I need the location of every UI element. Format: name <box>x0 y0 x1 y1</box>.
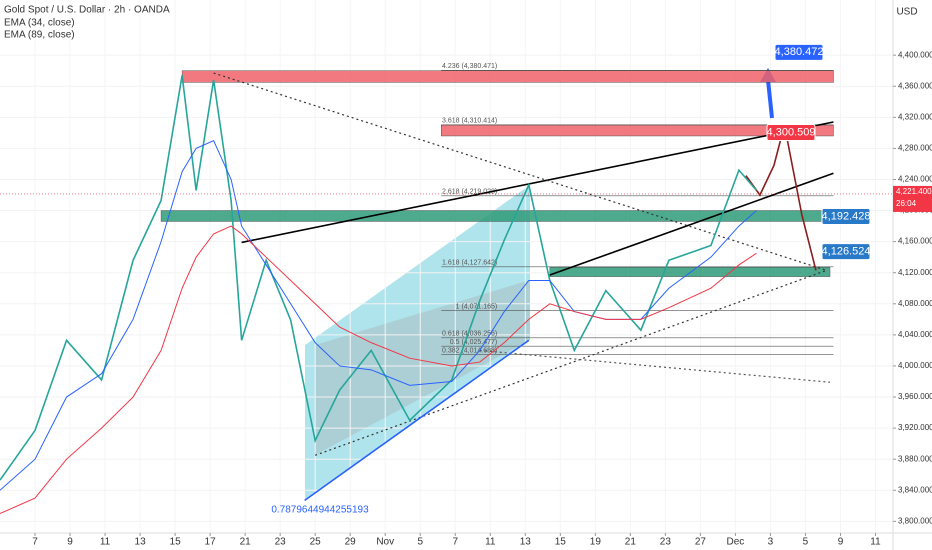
y-tick-label: 4,400.000 <box>898 50 932 59</box>
x-tick-label: 13 <box>520 537 532 548</box>
trendline <box>479 349 831 383</box>
x-tick-label: Nov <box>376 537 394 548</box>
target-box: 4,192.428 <box>821 207 871 225</box>
y-tick-label: 4,080.000 <box>898 299 932 308</box>
price-line <box>0 75 758 481</box>
y-tick-label: 3,880.000 <box>898 454 932 463</box>
fib-label: 4.236 (4,380.471) <box>442 63 497 70</box>
x-tick-label: 27 <box>695 537 707 548</box>
x-tick-label: 21 <box>625 537 637 548</box>
trendline <box>241 121 834 244</box>
zone <box>160 210 831 222</box>
y-tick-label: 4,240.000 <box>898 175 932 184</box>
target-label: 4,126.524 <box>822 246 871 258</box>
fib-label: 0.382 (4,014.688) <box>442 347 497 354</box>
channel-fill <box>305 185 530 500</box>
target-arrow <box>766 79 774 119</box>
y-tick-label: 3,920.000 <box>898 423 932 432</box>
x-tick-label: 25 <box>310 537 322 548</box>
fib-label: 2.618 (4,219.028) <box>442 189 497 196</box>
y-tick-label: 4,160.000 <box>898 237 932 246</box>
zone <box>440 124 834 137</box>
countdown: 26:04 <box>896 199 917 208</box>
target-box: 4,300.509 <box>766 123 816 141</box>
target-label: 4,192.428 <box>822 210 871 222</box>
y-tick-label: 3,800.000 <box>898 516 932 525</box>
currency-label: USD <box>896 7 917 18</box>
y-tick-label: 4,280.000 <box>898 144 932 153</box>
x-tick-label: 19 <box>590 537 602 548</box>
x-tick-label: 3 <box>768 537 774 548</box>
ratio-label: 0.7879644944255193 <box>271 505 369 516</box>
fib-label: 0.618 (4,036.256) <box>442 331 497 338</box>
triangle-fill <box>315 280 530 455</box>
ema-line <box>0 225 757 515</box>
x-tick-label: 7 <box>32 537 38 548</box>
y-tick-label: 3,840.000 <box>898 485 932 494</box>
fib-label: 3.618 (4,310.414) <box>442 118 497 125</box>
target-box-bg <box>766 123 816 141</box>
x-tick-label: 11 <box>100 537 111 548</box>
target-box: 4,126.524 <box>821 243 871 261</box>
legend-entry: EMA (89, close) <box>4 30 75 41</box>
fib-label: 1 (4,071.165) <box>456 304 498 311</box>
x-tick-label: 17 <box>205 537 217 548</box>
chart-title: Gold Spot / U.S. Dollar · 2h · OANDA <box>4 5 170 16</box>
target-box-bg <box>821 243 871 261</box>
x-tick-label: 5 <box>803 537 809 548</box>
trendline <box>314 269 827 456</box>
fib-label: 1.618 (4,127.642) <box>442 260 497 267</box>
x-tick-label: 11 <box>870 537 881 548</box>
legend-entry: EMA (34, close) <box>4 18 75 29</box>
target-box-bg <box>821 207 871 225</box>
x-tick-label: 9 <box>67 537 73 548</box>
x-tick-label: 23 <box>275 537 287 548</box>
x-tick-label: 7 <box>452 537 458 548</box>
y-tick-label: 4,040.000 <box>898 330 932 339</box>
x-tick-label: 15 <box>170 537 182 548</box>
y-tick-label: 3,960.000 <box>898 392 932 401</box>
y-tick-label: 4,360.000 <box>898 81 932 90</box>
x-tick-label: 15 <box>555 537 567 548</box>
zone <box>549 267 831 277</box>
trendline <box>745 124 817 271</box>
trendline <box>304 339 530 502</box>
zone <box>181 70 834 83</box>
fib-label: 0.5 (4,025.477) <box>450 339 497 346</box>
target-label: 4,300.509 <box>767 126 816 138</box>
y-tick-label: 4,120.000 <box>898 268 932 277</box>
x-tick-label: 11 <box>485 537 496 548</box>
last-price-label: 4,221.400 <box>896 187 932 196</box>
y-tick-label: 4,000.000 <box>898 361 932 370</box>
x-tick-label: 23 <box>660 537 672 548</box>
target-label: 4,380.472 <box>775 46 824 58</box>
x-tick-label: 29 <box>345 537 357 548</box>
target-box: 4,380.472 <box>774 43 824 61</box>
trendline <box>549 172 834 276</box>
trendline <box>213 72 827 271</box>
x-tick-label: 21 <box>240 537 252 548</box>
last-price-box <box>893 185 932 212</box>
x-tick-label: 9 <box>838 537 844 548</box>
x-tick-label: Dec <box>727 537 745 548</box>
x-tick-label: 5 <box>417 537 423 548</box>
y-tick-label: 4,320.000 <box>898 112 932 121</box>
target-box-bg <box>774 43 824 61</box>
x-tick-label: 13 <box>135 537 147 548</box>
